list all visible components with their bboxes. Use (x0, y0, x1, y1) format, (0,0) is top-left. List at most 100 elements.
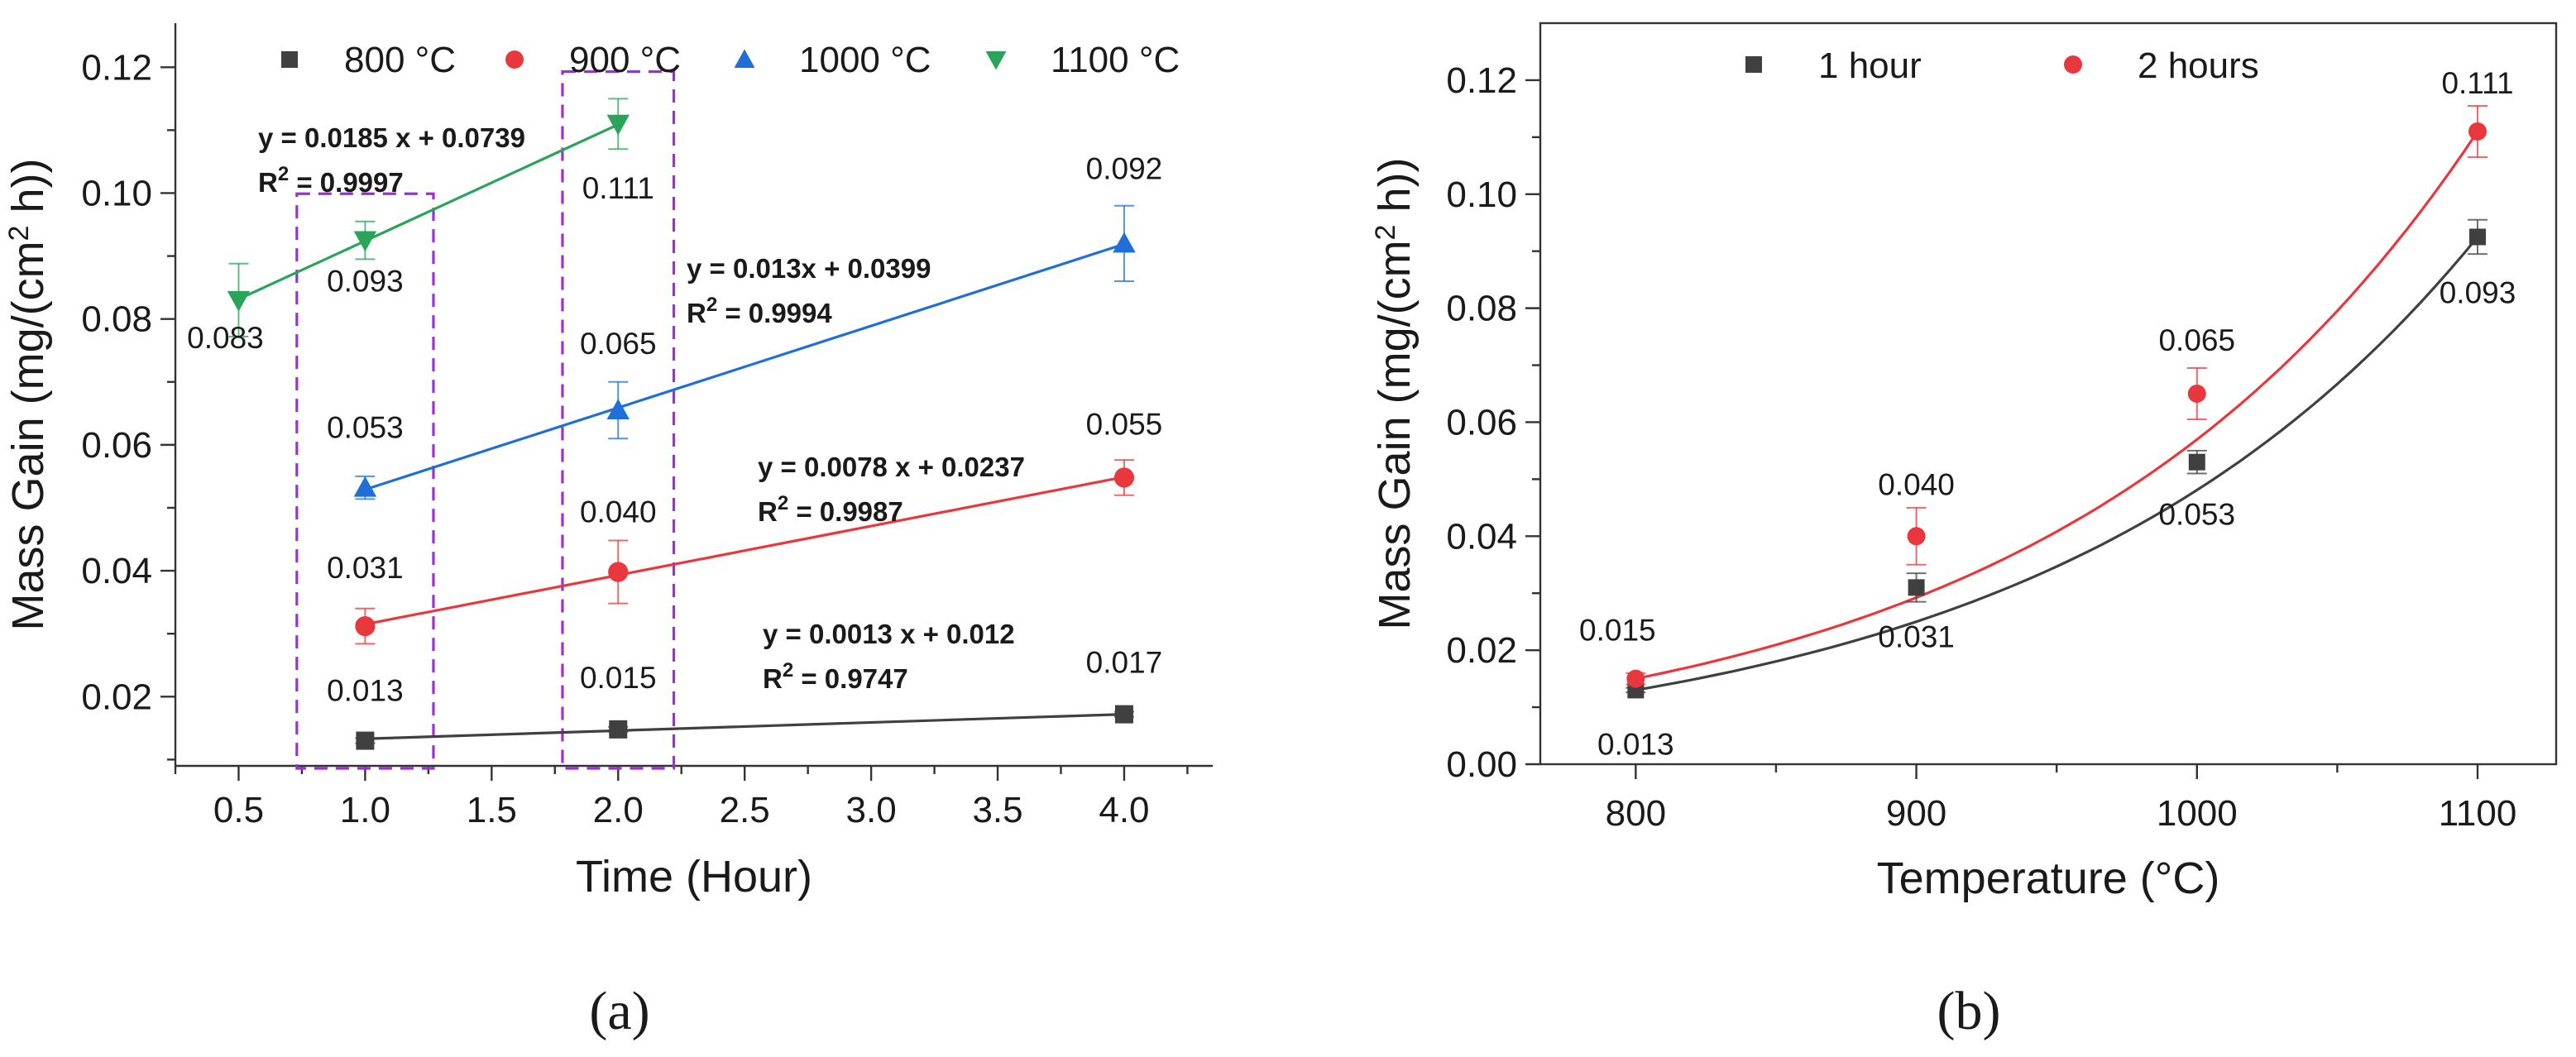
legend-marker (1745, 56, 1762, 73)
x-tick-label: 3.5 (972, 790, 1022, 830)
x-tick-label: 1.5 (467, 790, 517, 830)
r-squared-exponent: 2 (278, 163, 289, 185)
data-point (2188, 453, 2205, 471)
data-point (1907, 527, 1926, 546)
fit-line-1 (365, 476, 1125, 626)
data-point (606, 399, 630, 420)
x-tick-label: 2.5 (720, 790, 770, 830)
data-label: 0.015 (1579, 614, 1656, 648)
r-squared-symbol: R (758, 496, 778, 527)
x-axis-title: Temperature (°C) (1877, 854, 2220, 903)
legend-label: 1100 °C (1051, 40, 1180, 80)
y-axis-title-superscript: 2 (3, 226, 35, 242)
data-label: 0.040 (580, 495, 657, 529)
y-tick-label: 0.06 (1446, 402, 1517, 442)
r-squared-value: = 0.9747 (793, 663, 908, 694)
data-label: 0.093 (327, 265, 404, 299)
data-label: 0.031 (1878, 619, 1955, 653)
r-squared-2: R2 = 0.9994 (687, 294, 832, 328)
y-tick-label: 0.08 (81, 299, 152, 340)
legend-label: 900 °C (569, 40, 681, 80)
data-point (353, 231, 377, 252)
fit-line-2 (364, 242, 1125, 491)
data-point (609, 720, 628, 739)
data-point (353, 476, 377, 497)
data-point (356, 731, 375, 750)
x-tick-label: 1100 (2439, 793, 2517, 834)
y-tick-label: 0.04 (1446, 516, 1517, 557)
data-label: 0.092 (1086, 151, 1163, 185)
x-tick-label: 2.0 (593, 790, 644, 830)
y-tick-label: 0.04 (81, 551, 152, 591)
data-label: 0.017 (1086, 646, 1163, 680)
x-tick-label: 4.0 (1099, 790, 1149, 830)
fit-curve-1 (1635, 131, 2479, 681)
y-axis-title-tail: h)) (1370, 158, 1420, 225)
highlight-box-1 (295, 192, 435, 770)
legend-marker (734, 49, 755, 68)
r-squared-0: R2 = 0.9747 (763, 659, 908, 694)
data-point (227, 290, 251, 312)
panel-label-b: (b) (1937, 981, 2001, 1041)
data-label: 0.031 (327, 551, 404, 585)
fit-equation-0: y = 0.0013 x + 0.012 (763, 619, 1015, 649)
y-tick-label: 0.00 (1446, 744, 1517, 785)
data-label: 0.111 (2441, 66, 2513, 100)
data-point (2187, 385, 2206, 403)
x-axis-title: Time (Hour) (576, 852, 812, 902)
data-label: 0.065 (2158, 323, 2235, 357)
data-label: 0.111 (582, 171, 654, 205)
r-squared-exponent: 2 (778, 492, 788, 514)
fit-equation-2: y = 0.013x + 0.0399 (687, 253, 931, 284)
data-label: 0.013 (1597, 727, 1674, 761)
legend-label: 1 hour (1818, 45, 1922, 86)
legend-marker (985, 51, 1007, 70)
data-point (1626, 669, 1645, 688)
r-squared-value: = 0.9994 (717, 298, 832, 328)
y-axis-title-superscript: 2 (1370, 225, 1401, 241)
panel-a-chart: 0.5 1.0 1.5 2.0 2.5 3.0 3.5 4.0 0.02 0.04 0.06 0.08… (3, 23, 1213, 1041)
y-axis-title-main: Mass Gain (mg/(cm (3, 241, 53, 630)
x-tick-label: 800 (1606, 793, 1666, 834)
legend-label: 1000 °C (799, 40, 931, 80)
fit-equation-3: y = 0.0185 x + 0.0739 (258, 122, 525, 153)
r-squared-value: = 0.9987 (788, 496, 903, 527)
legend-marker (2064, 55, 2082, 74)
x-tick-label: 1000 (2157, 793, 2238, 834)
highlight-box-2 (561, 69, 676, 770)
data-label: 0.053 (2158, 498, 2235, 532)
data-label: 0.015 (580, 661, 657, 695)
y-tick-label: 0.06 (81, 425, 152, 466)
y-tick-label: 0.12 (81, 47, 152, 88)
y-tick-label: 0.12 (1446, 60, 1517, 101)
panel-label-a: (a) (589, 981, 649, 1041)
r-squared-exponent: 2 (783, 659, 793, 682)
x-tick-label: 900 (1886, 793, 1946, 834)
x-tick-label: 1.0 (340, 790, 390, 830)
y-tick-label: 0.10 (81, 173, 152, 213)
data-label: 0.013 (327, 674, 404, 708)
r-squared-1: R2 = 0.9987 (758, 492, 903, 527)
r-squared-symbol: R (258, 167, 278, 198)
data-label: 0.083 (187, 321, 264, 355)
y-axis-title-tail: h)) (3, 159, 53, 226)
y-tick-label: 0.02 (1446, 630, 1517, 671)
legend-label: 2 hours (2138, 45, 2259, 86)
legend-marker (505, 50, 524, 69)
data-point (355, 615, 376, 637)
r-squared-value: = 0.9997 (289, 167, 404, 198)
data-point (606, 114, 630, 136)
y-axis-title-main: Mass Gain (mg/(cm (1370, 240, 1420, 629)
y-tick-label: 0.10 (1446, 175, 1517, 215)
x-tick-label: 0.5 (213, 790, 264, 830)
r-squared-symbol: R (687, 298, 706, 328)
r-squared-symbol: R (763, 663, 783, 694)
y-axis-title: Mass Gain (mg/(cm2 h)) (3, 159, 53, 631)
data-point (1113, 232, 1136, 253)
r-squared-exponent: 2 (706, 294, 717, 316)
fit-equation-1: y = 0.0078 x + 0.0237 (758, 452, 1025, 482)
legend-marker (281, 51, 298, 68)
data-point (1908, 579, 1925, 596)
y-axis-title: Mass Gain (mg/(cm2 h)) (1370, 158, 1420, 630)
